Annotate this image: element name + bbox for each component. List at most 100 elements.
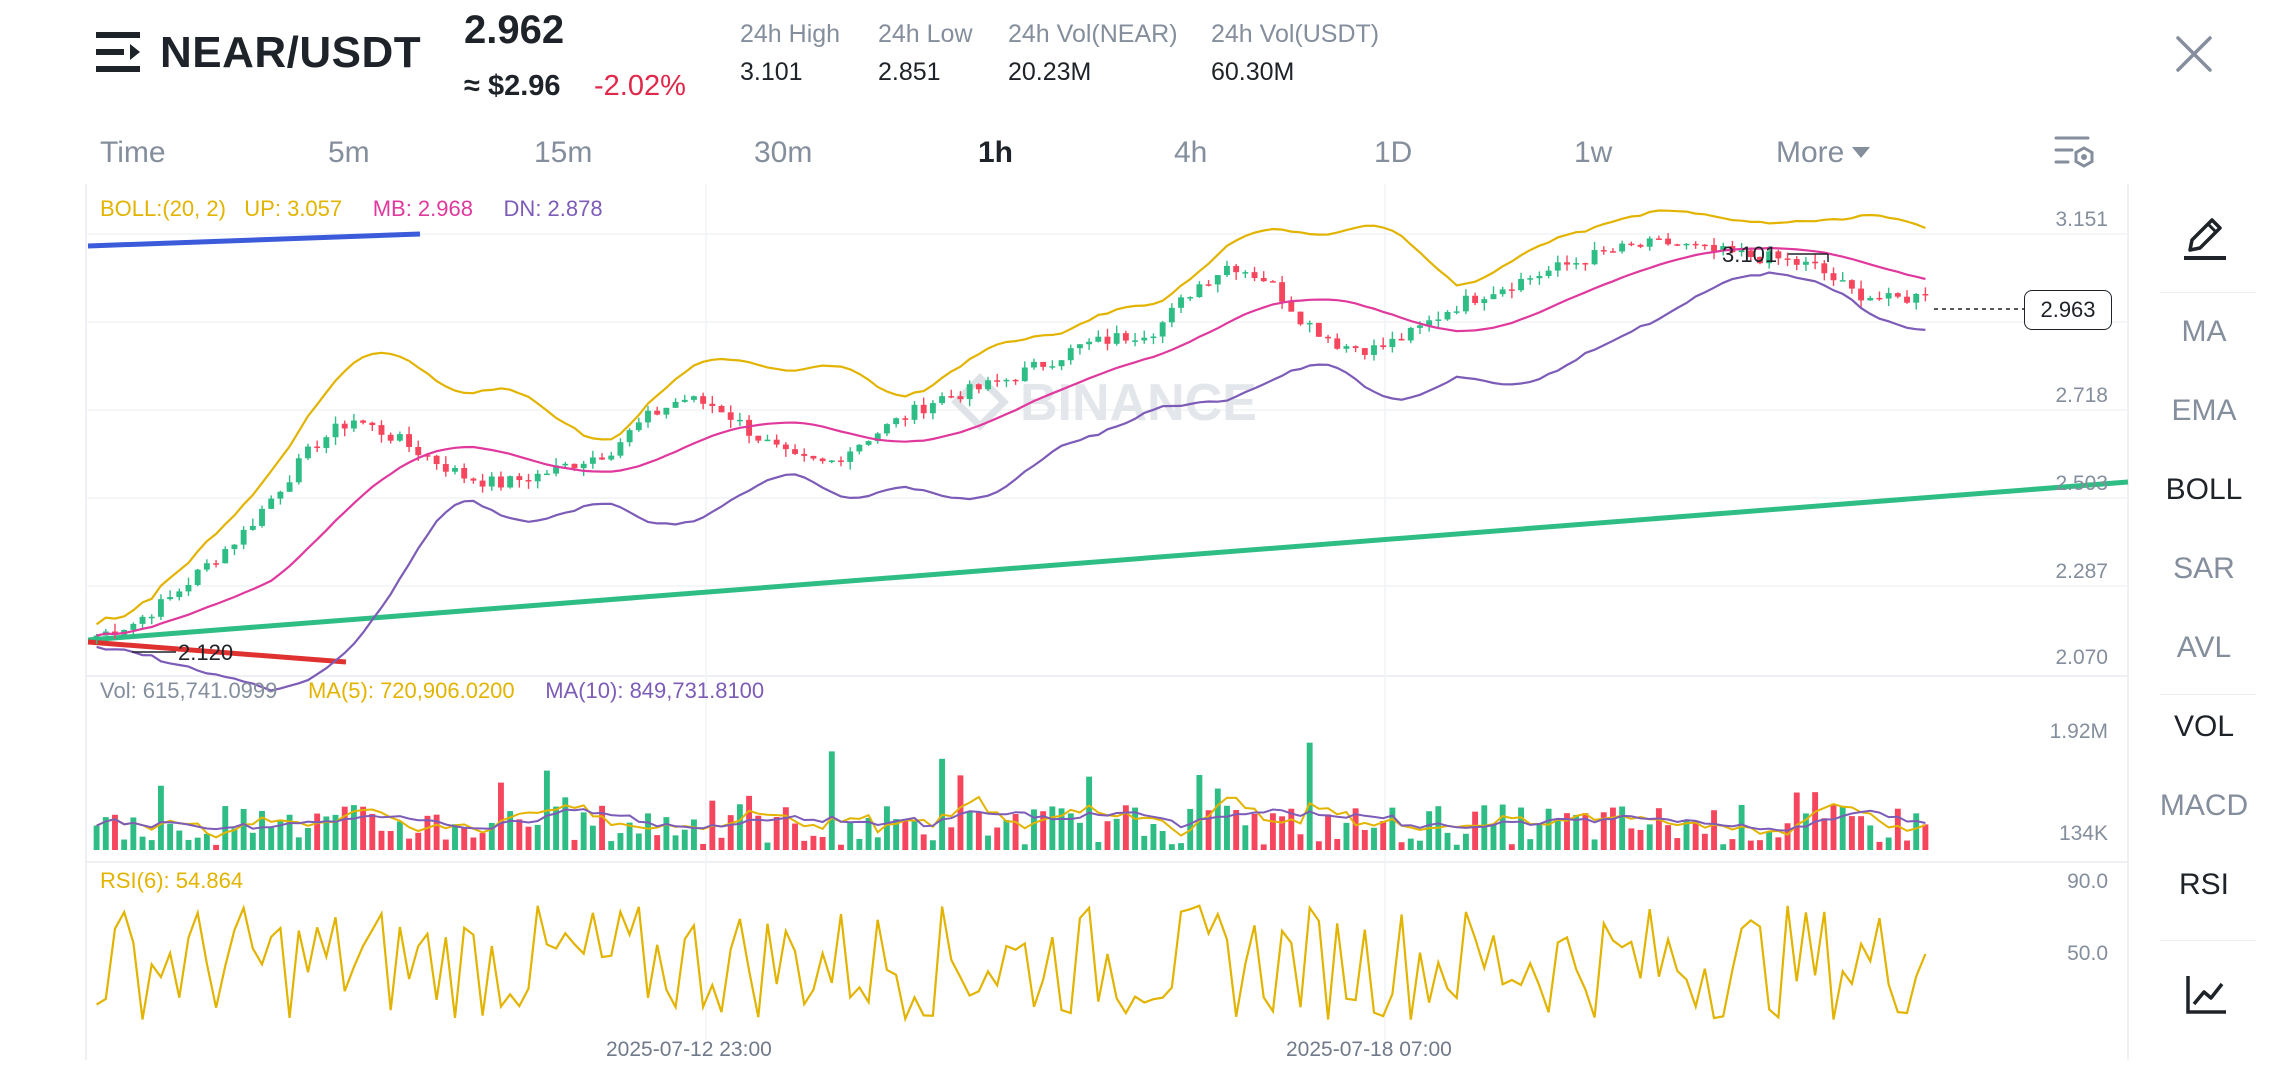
tab-more[interactable]: More xyxy=(1776,136,1871,170)
tab-30m[interactable]: 30m xyxy=(754,136,813,169)
candle-body xyxy=(167,597,174,600)
indicator-vol[interactable]: VOL xyxy=(2173,710,2235,743)
candle-body xyxy=(1168,307,1175,323)
boll-mb-value: MB: 2.968 xyxy=(372,196,473,221)
volume-bar xyxy=(893,819,900,850)
indicator-ma[interactable]: MA xyxy=(2181,315,2227,348)
indicator-divider xyxy=(2160,940,2256,941)
indicator-ema[interactable]: EMA xyxy=(2171,394,2237,427)
candle-body xyxy=(525,480,532,482)
candle-body xyxy=(562,463,569,466)
volume-bar xyxy=(718,837,725,850)
date-axis-label: 2025-07-12 23:00 xyxy=(606,1038,772,1061)
candle-body xyxy=(148,616,155,619)
volume-bar xyxy=(1150,824,1157,850)
boll-params: BOLL:(20, 2) xyxy=(100,196,226,221)
candle-body xyxy=(1361,348,1368,355)
candle-body xyxy=(645,410,651,423)
candle-body xyxy=(507,476,514,488)
volume-bar xyxy=(1720,844,1727,850)
candle-body xyxy=(792,449,798,454)
volume-bar xyxy=(1178,843,1184,850)
high-marker: 3.101 xyxy=(1722,242,1829,267)
chart-settings-icon[interactable] xyxy=(2054,132,2096,174)
boll-lower-line xyxy=(96,271,1926,692)
indicator-rsi[interactable]: RSI xyxy=(2178,868,2229,901)
candle-body xyxy=(718,406,725,413)
volume-bar xyxy=(911,819,918,850)
candle-body xyxy=(736,419,743,422)
trading-pair-title[interactable]: NEAR/USDT xyxy=(160,28,422,77)
volume-bar xyxy=(1003,819,1010,850)
volume-bar xyxy=(755,815,762,850)
candle-body xyxy=(1554,262,1561,271)
indicator-avl[interactable]: AVL xyxy=(2176,631,2232,664)
tab-time[interactable]: Time xyxy=(100,136,166,169)
trend-lines[interactable] xyxy=(87,231,2129,665)
candle-body xyxy=(1031,361,1037,368)
tab-4h[interactable]: 4h xyxy=(1174,136,1208,169)
vol-ma10-value: MA(10): 849,731.8100 xyxy=(545,678,765,703)
volume-bar xyxy=(1619,806,1626,850)
tab-1d[interactable]: 1D xyxy=(1374,136,1413,169)
volume-bar xyxy=(1058,808,1065,850)
close-icon[interactable] xyxy=(2170,30,2218,78)
candle-body xyxy=(1288,301,1295,312)
candle-body xyxy=(1830,273,1837,281)
pencil-icon[interactable] xyxy=(2184,214,2228,258)
candle-body xyxy=(1683,243,1690,246)
indicator-sar[interactable]: SAR xyxy=(2173,552,2235,585)
candle-body xyxy=(929,403,936,414)
candle-body xyxy=(626,430,633,443)
volume-bar xyxy=(764,842,771,850)
high-marker-label: 3.101 xyxy=(1722,242,1777,267)
candle-body xyxy=(1095,336,1102,342)
indicator-boll[interactable]: BOLL xyxy=(2165,473,2243,506)
candle-body xyxy=(1766,251,1773,264)
volume-bar xyxy=(1472,811,1479,850)
candle-body xyxy=(1508,289,1515,291)
tab-5m[interactable]: 5m xyxy=(328,136,370,169)
candle-body xyxy=(396,434,403,441)
chevron-down-icon xyxy=(1852,147,1871,158)
boll-middle-line xyxy=(96,246,1926,637)
candle-body xyxy=(599,457,605,460)
candle-body xyxy=(727,412,734,420)
candle-body xyxy=(1371,345,1377,355)
volume-bar xyxy=(1646,824,1653,850)
indicator-macd[interactable]: MACD xyxy=(2159,789,2249,822)
volume-bar xyxy=(1049,806,1056,850)
volume-bar xyxy=(1683,820,1690,850)
tab-more-label: More xyxy=(1776,136,1845,169)
volume-bar xyxy=(1527,839,1534,850)
candle-body xyxy=(1334,338,1341,349)
candle-body xyxy=(93,635,100,640)
volume-bar xyxy=(865,817,872,850)
volume-bar xyxy=(1867,825,1874,850)
candle-body xyxy=(635,422,642,431)
trend-line-red xyxy=(87,639,347,665)
volume-bar xyxy=(341,806,348,850)
stat-label-24h-vol-usdt: 24h Vol(USDT) xyxy=(1211,20,1380,48)
usd-price: ≈ $2.96 xyxy=(464,70,561,102)
candle-body xyxy=(828,460,835,462)
volume-bar xyxy=(1012,814,1019,850)
candle-body xyxy=(516,476,523,481)
candle-body xyxy=(663,407,670,415)
volume-bar xyxy=(599,805,605,850)
tab-1w[interactable]: 1w xyxy=(1574,136,1613,169)
tab-1h[interactable]: 1h xyxy=(978,136,1014,169)
tab-15m[interactable]: 15m xyxy=(534,136,593,169)
line-chart-icon[interactable] xyxy=(2184,972,2228,1016)
volume-bar xyxy=(194,837,201,850)
volume-ma-lines xyxy=(96,795,1926,839)
kline-chart[interactable]: BINANCE 3.101 2.120 xyxy=(0,0,2140,1080)
candle-body xyxy=(1435,319,1442,321)
volume-bar xyxy=(994,827,1001,850)
candle-body xyxy=(1894,293,1901,297)
current-price-tag[interactable]: 2.963 xyxy=(2024,290,2112,330)
volume-bar xyxy=(553,806,560,850)
boll-legend: BOLL:(20, 2) UP: 3.057 MB: 2.968 DN: 2.8… xyxy=(100,196,603,222)
volume-bar xyxy=(1389,807,1396,850)
collapse-menu-icon[interactable] xyxy=(96,30,142,74)
